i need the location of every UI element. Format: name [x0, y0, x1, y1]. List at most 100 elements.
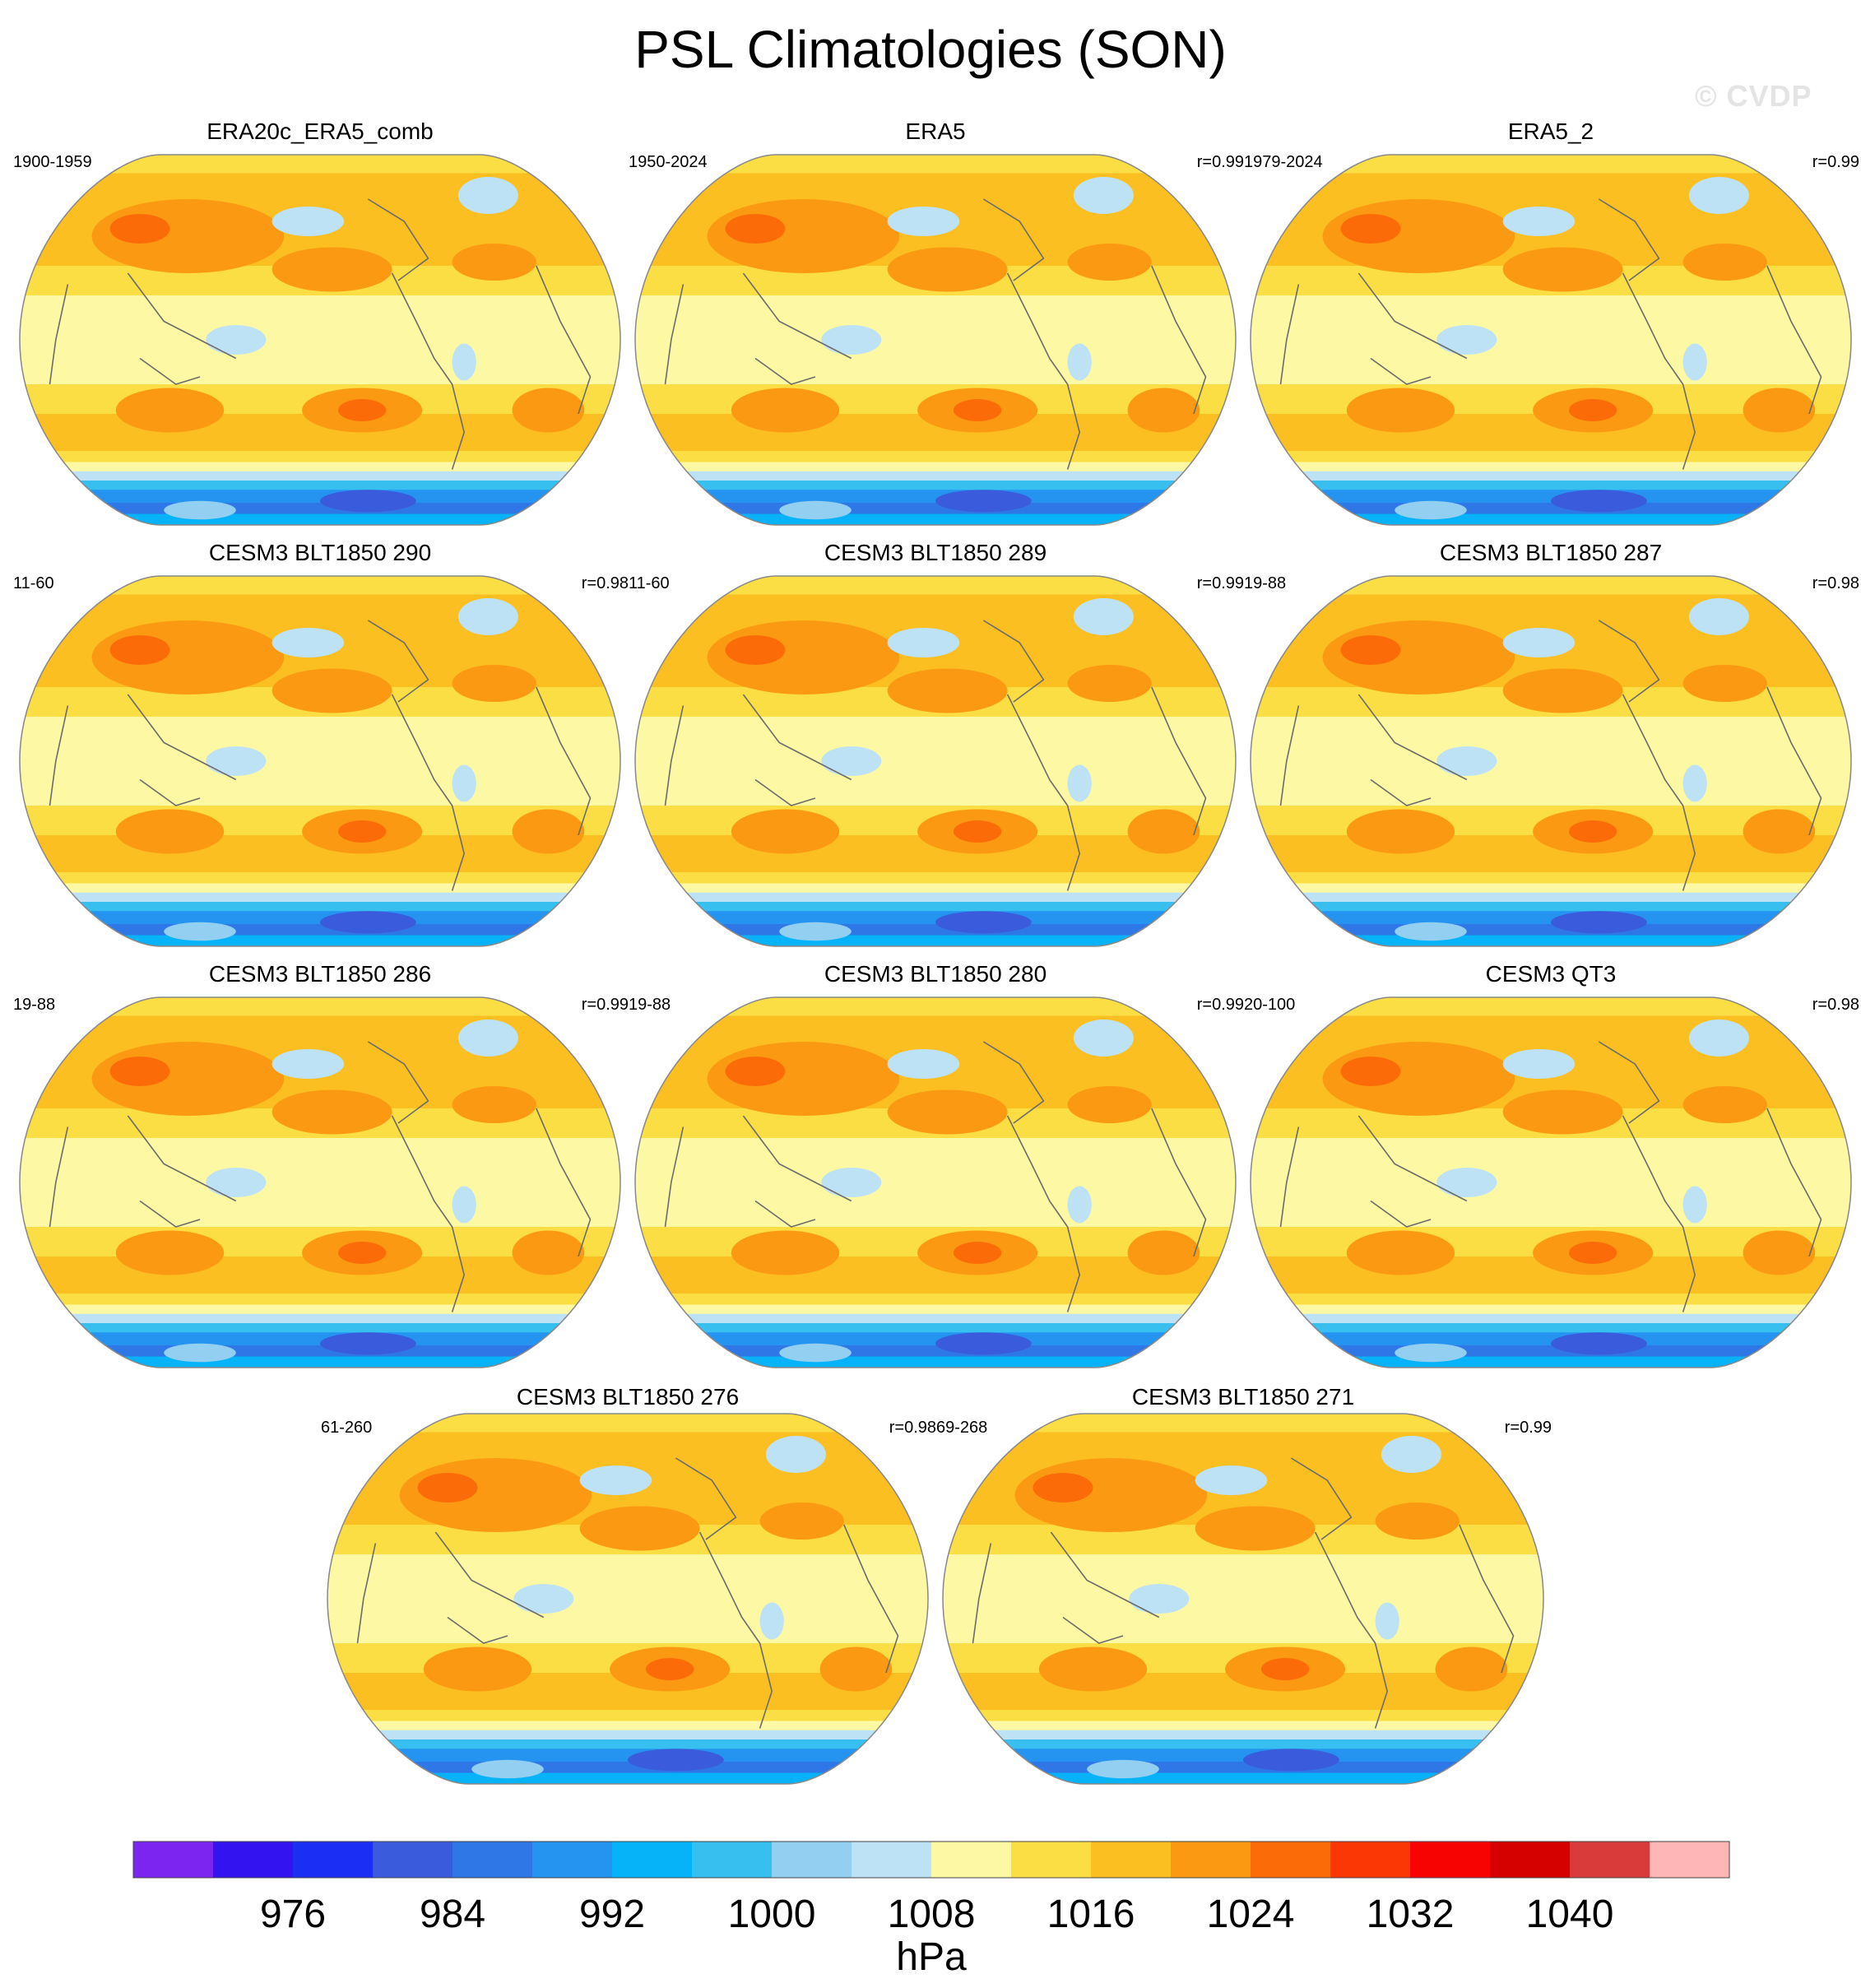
pressure-cell: [1436, 325, 1497, 355]
pressure-cell: [1502, 247, 1623, 292]
pressure-band: [20, 173, 620, 207]
map-outline: [1250, 575, 1852, 947]
pressure-band: [20, 503, 620, 514]
pressure-cell: [645, 1658, 694, 1680]
coastline: [1151, 1108, 1207, 1257]
coastline: [754, 778, 816, 806]
pressure-cell: [628, 1749, 724, 1772]
pressure-cell: [887, 207, 960, 236]
pressure-band: [635, 471, 1236, 481]
pressure-cell: [271, 247, 392, 292]
pressure-cell: [1743, 388, 1816, 433]
colorbar-tick-label: 1024: [1207, 1893, 1295, 1936]
pressure-band: [327, 1762, 928, 1773]
pressure-band: [20, 481, 620, 490]
pressure-cell: [1568, 399, 1617, 421]
pressure-cell: [725, 1057, 786, 1086]
coastline: [1357, 272, 1468, 360]
pressure-band: [1251, 902, 1851, 912]
pressure-cell: [579, 1465, 652, 1495]
colorbar-swatch: [612, 1842, 693, 1878]
pressure-band: [1251, 872, 1851, 884]
pressure-band: [20, 1323, 620, 1333]
pressure-band: [20, 490, 620, 504]
pressure-band: [1251, 883, 1851, 894]
pressure-band: [635, 490, 1236, 504]
pressure-band: [635, 717, 1236, 806]
pressure-cell: [1551, 1332, 1647, 1355]
pressure-band: [20, 1356, 620, 1368]
colorbar-tick-label: 976: [260, 1893, 326, 1936]
pressure-band: [1251, 576, 1851, 595]
coastline: [1766, 686, 1822, 836]
colorbar-tick-label: 1032: [1367, 1893, 1455, 1936]
colorbar-swatch: [452, 1842, 533, 1878]
pressure-cell: [887, 628, 960, 657]
pressure-cell: [457, 1020, 518, 1057]
panel-years: 19-88: [1244, 574, 1286, 592]
coastline: [1314, 1531, 1389, 1729]
pressure-band: [1251, 295, 1851, 385]
pressure-band: [1251, 155, 1851, 174]
coastline: [1370, 1200, 1432, 1228]
colorbar-swatch: [1251, 1842, 1331, 1878]
panel-correlation: r=0.98: [582, 574, 629, 592]
pressure-band: [327, 1554, 928, 1644]
map-outline: [634, 575, 1237, 947]
coastline: [1151, 686, 1207, 836]
coastline: [982, 620, 1045, 703]
colorbar-swatch: [293, 1842, 374, 1878]
pressure-cell: [1243, 1749, 1339, 1772]
panel-correlation: r=0.98: [889, 1419, 936, 1437]
pressure-cell: [579, 1506, 700, 1551]
pressure-band: [635, 451, 1236, 462]
pressure-cell: [821, 1168, 882, 1197]
pressure-band: [20, 997, 620, 1016]
coastline: [698, 1531, 773, 1729]
panel-years: 61-260: [321, 1419, 372, 1437]
pressure-band: [943, 1721, 1543, 1731]
pressure-cell: [1073, 177, 1134, 214]
pressure-band: [635, 462, 1236, 472]
pressure-band: [20, 295, 620, 385]
pressure-cell: [887, 1049, 960, 1079]
colorbar-swatch: [1330, 1842, 1411, 1878]
pressure-band: [943, 1772, 1543, 1784]
pressure-cell: [1067, 1086, 1152, 1123]
pressure-band: [327, 1730, 928, 1740]
pressure-cell: [423, 1647, 532, 1692]
psl-field: [1251, 155, 1851, 525]
pressure-band: [1251, 1304, 1851, 1315]
pressure-cell: [1551, 490, 1647, 513]
pressure-cell: [1682, 1086, 1767, 1123]
pressure-cell: [1067, 665, 1152, 702]
pressure-cell: [725, 214, 786, 244]
colorbar-unit: hPa: [896, 1935, 967, 1979]
panel-title: CESM3 BLT1850 287: [1440, 540, 1662, 565]
panel-years: 20-100: [1244, 996, 1295, 1014]
coastline: [139, 778, 201, 806]
pressure-cell: [337, 1242, 387, 1264]
coastline: [127, 272, 237, 360]
psl-field: [635, 576, 1236, 946]
pressure-band: [327, 1749, 928, 1763]
pressure-cell: [115, 388, 225, 433]
pressure-cell: [1502, 668, 1623, 713]
pressure-cell: [271, 1089, 392, 1135]
pressure-cell: [1682, 764, 1707, 802]
pressure-cell: [765, 1436, 826, 1473]
pressure-cell: [452, 1186, 476, 1224]
pressure-band: [635, 1345, 1236, 1357]
panel-title: CESM3 BLT1850 289: [824, 540, 1047, 565]
pressure-cell: [1375, 1503, 1460, 1540]
pressure-band: [635, 1313, 1236, 1324]
pressure-band: [635, 1304, 1236, 1315]
panel-title: ERA20c_ERA5_comb: [207, 118, 433, 144]
pressure-band: [20, 935, 620, 946]
panel-correlation: r=0.99: [1197, 153, 1244, 171]
map-outline: [327, 1413, 929, 1785]
colorbar-frame: [132, 1841, 1730, 1879]
pressure-band: [20, 1313, 620, 1324]
pressure-cell: [513, 1584, 574, 1614]
